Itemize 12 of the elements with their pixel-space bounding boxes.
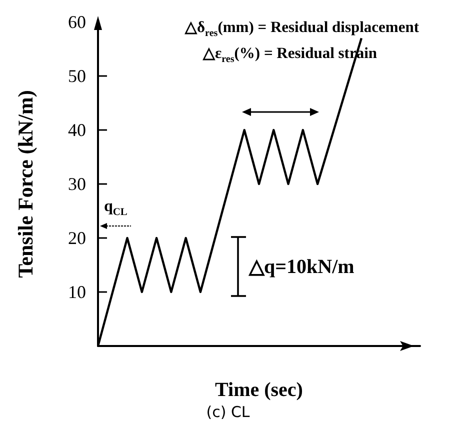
y-tick-label: 30	[68, 174, 86, 194]
annotation: △δ$_{res}$(mm) = Residual displacement	[185, 18, 419, 40]
y-tick-label: 40	[68, 120, 86, 140]
y-axis-title: Tensile Force (kN/m)	[14, 90, 38, 278]
y-tick-label: 10	[68, 282, 86, 302]
x-axis-title: Time (sec)	[215, 379, 303, 401]
text: (c) CL	[206, 403, 250, 421]
y-tick-label: 20	[68, 228, 86, 248]
y-tick-label: 60	[68, 12, 86, 32]
annotation: q$_{CL}$	[104, 198, 128, 218]
y-tick-label: 50	[68, 66, 86, 86]
annotation: △q=10kN/m	[249, 255, 354, 279]
